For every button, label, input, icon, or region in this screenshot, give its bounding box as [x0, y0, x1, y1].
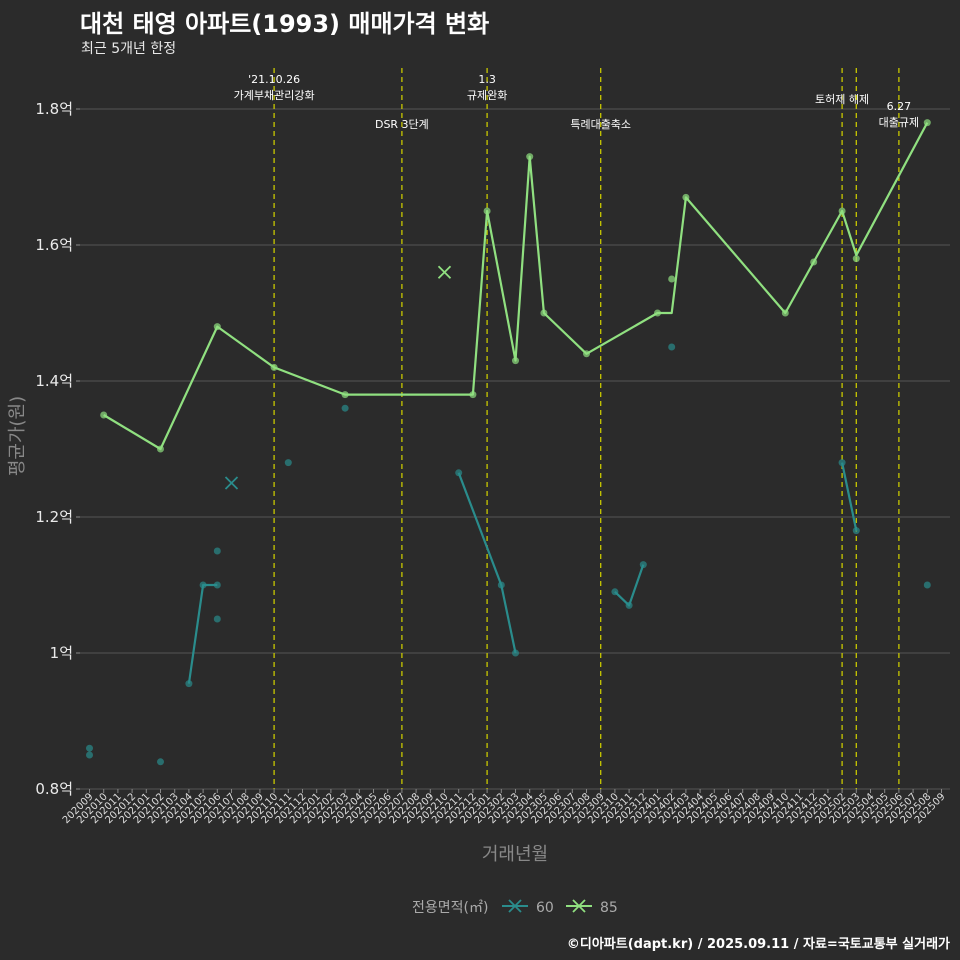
series-line-60: [841, 462, 858, 531]
chart-subtitle: 최근 5개년 한정: [81, 41, 177, 57]
data-point-85: [923, 119, 931, 127]
series-line-85: [103, 122, 929, 451]
legend-item-60: 60: [502, 899, 554, 916]
data-point-60: [668, 343, 676, 351]
y-tick-label: 1.2억: [35, 508, 73, 526]
data-point-60: [213, 581, 221, 589]
y-tick-label: 1억: [50, 644, 73, 662]
y-tick-label: 0.8억: [35, 780, 73, 798]
x-axis-title: 거래년월: [482, 844, 548, 865]
data-point-85: [852, 255, 860, 263]
y-tick-label: 1.6억: [35, 236, 73, 254]
data-point-60: [639, 561, 647, 569]
legend-title: 전용면적(㎡): [412, 900, 488, 916]
data-point-60: [284, 459, 292, 467]
event-label: 특례대출축소: [570, 118, 631, 131]
legend-label: 85: [600, 900, 618, 916]
data-point-60: [157, 758, 164, 766]
data-point-60: [86, 744, 93, 752]
y-tick-label: 1.8억: [35, 100, 73, 118]
data-point-60: [625, 601, 633, 609]
data-point-85: [583, 350, 590, 358]
y-tick-label: 1.4억: [35, 372, 73, 390]
data-point-60: [852, 527, 860, 535]
data-point-85: [213, 323, 221, 331]
data-point-85: [838, 207, 846, 215]
cross-marker-85: [437, 265, 452, 279]
data-point-85: [810, 258, 818, 266]
data-point-60: [185, 680, 193, 688]
data-point-85: [682, 193, 690, 201]
data-point-85: [781, 309, 789, 317]
legend-swatch-cross: [508, 899, 522, 913]
event-label: DSR 3단계: [375, 118, 429, 131]
data-point-60: [611, 588, 619, 596]
data-point-85: [341, 391, 349, 399]
data-point-60: [455, 469, 463, 477]
series-line-60: [187, 583, 218, 684]
data-point-85: [526, 153, 534, 161]
data-point-85: [483, 207, 491, 215]
data-point-85: [668, 275, 676, 283]
event-label: 6.27: [887, 100, 912, 113]
event-label: '21.10.26: [248, 73, 300, 86]
data-point-60: [512, 649, 519, 657]
data-point-60: [86, 751, 93, 759]
legend-item-85: 85: [566, 899, 618, 916]
event-label: 규제완화: [467, 89, 507, 102]
y-axis-title: 평균가(원): [7, 396, 28, 476]
data-point-60: [213, 615, 221, 623]
chart-title: 대천 태영 아파트(1993) 매매가격 변화: [80, 10, 490, 38]
data-point-85: [270, 363, 278, 371]
data-point-85: [654, 309, 661, 317]
data-point-60: [838, 459, 846, 467]
event-label: 토허제 해제: [815, 92, 869, 106]
data-point-85: [512, 357, 519, 365]
data-point-60: [497, 581, 505, 589]
cross-marker-60: [224, 476, 239, 490]
event-label: 가계부채관리강화: [234, 89, 315, 102]
data-point-60: [213, 547, 221, 555]
data-point-60: [199, 581, 207, 589]
data-point-85: [469, 391, 477, 399]
legend-label: 60: [536, 900, 554, 916]
data-point-85: [157, 445, 164, 453]
data-point-60: [923, 581, 931, 589]
data-point-85: [100, 411, 108, 419]
data-point-85: [540, 309, 548, 317]
legend-swatch-cross: [572, 899, 586, 913]
event-label: 대출규제: [879, 116, 919, 129]
source-credit: ©디아파트(dapt.kr) / 2025.09.11 / 자료=국토교통부 실…: [566, 937, 950, 952]
series-line-60: [614, 564, 645, 607]
event-label: 1.3: [478, 73, 496, 86]
series-line-60: [457, 472, 517, 654]
data-point-60: [341, 404, 349, 412]
